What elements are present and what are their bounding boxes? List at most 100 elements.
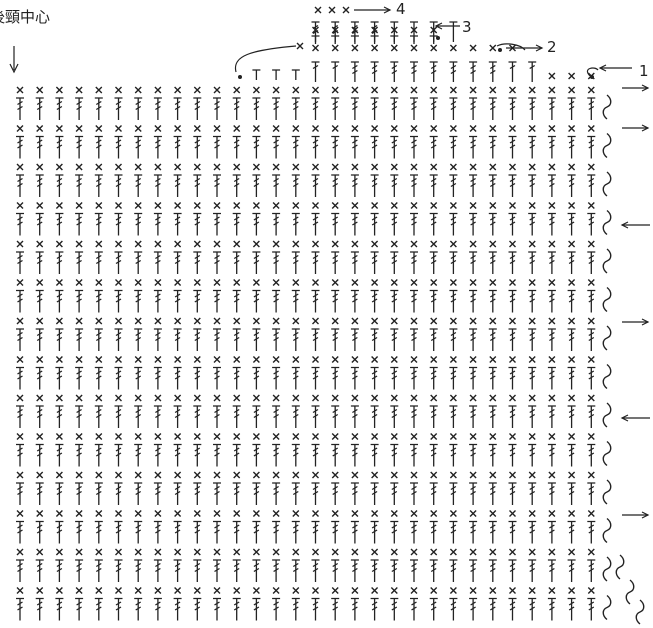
- sc-stitch: [390, 587, 398, 594]
- sc-stitch: [213, 394, 221, 402]
- dc-stitch: [567, 212, 576, 236]
- sc-stitch: [312, 356, 319, 363]
- sc-stitch: [55, 587, 63, 594]
- sc-stitch: [371, 44, 379, 52]
- dc-stitch: [272, 289, 281, 313]
- dc-stitch: [370, 597, 379, 621]
- sc-stitch: [292, 317, 300, 325]
- dc-stitch: [429, 61, 438, 82]
- dc-stitch: [252, 405, 261, 428]
- sc-stitch: [55, 356, 63, 363]
- sc-stitch: [16, 279, 24, 286]
- dc-stitch: [508, 328, 517, 351]
- sc-stitch: [331, 44, 339, 52]
- dc-stitch: [508, 97, 517, 120]
- sc-stitch: [449, 510, 457, 517]
- dc-stitch: [449, 174, 458, 197]
- sc-stitch: [292, 433, 300, 440]
- dc-stitch: [232, 520, 241, 544]
- dc-stitch: [272, 135, 281, 159]
- dc-stitch: [35, 443, 44, 467]
- sc-stitch: [430, 86, 438, 94]
- dc-stitch: [547, 405, 556, 428]
- dc-stitch: [94, 328, 103, 351]
- sc-stitch: [55, 202, 63, 209]
- sc-stitch: [351, 510, 359, 517]
- row-arrow-head: [641, 511, 650, 519]
- sc-stitch: [312, 202, 319, 209]
- dc-stitch: [153, 289, 162, 313]
- chain-loop: [602, 556, 612, 582]
- sc-stitch: [410, 548, 418, 556]
- sc-stitch: [351, 163, 359, 171]
- dc-stitch: [193, 212, 202, 236]
- sc-stitch: [509, 433, 516, 440]
- sc-stitch: [568, 279, 576, 286]
- sc-stitch: [115, 86, 122, 94]
- dc-stitch: [469, 251, 478, 274]
- sc-stitch: [410, 587, 418, 594]
- dc-stitch: [193, 520, 202, 544]
- sc-stitch: [95, 240, 103, 248]
- sc-stitch: [509, 202, 516, 209]
- sc-stitch: [134, 163, 142, 171]
- dc-stitch: [252, 366, 261, 390]
- dc-stitch: [331, 174, 340, 197]
- sc-stitch: [193, 125, 201, 132]
- sc-stitch: [115, 510, 122, 517]
- sc-stitch: [292, 356, 300, 363]
- dc-stitch: [272, 328, 281, 351]
- sc-stitch: [390, 44, 398, 52]
- sc-stitch: [36, 202, 44, 209]
- sc-stitch: [193, 548, 201, 556]
- sc-stitch: [430, 356, 438, 363]
- dc-stitch: [488, 97, 497, 120]
- dc-stitch: [370, 366, 379, 390]
- dc-stitch: [587, 97, 596, 120]
- sc-stitch: [449, 548, 457, 556]
- sc-stitch: [469, 279, 477, 286]
- sc-stitch: [390, 471, 398, 479]
- sc-stitch: [390, 510, 398, 517]
- sc-stitch: [410, 394, 418, 402]
- sc-stitch: [587, 356, 595, 363]
- dc-stitch: [350, 61, 359, 82]
- sc-stitch: [371, 125, 379, 132]
- dc-stitch: [429, 405, 438, 428]
- dc-stitch: [173, 289, 182, 313]
- dc-stitch: [153, 328, 162, 351]
- sc-stitch: [449, 240, 457, 248]
- sc-stitch: [489, 548, 497, 556]
- sc-stitch: [252, 240, 260, 248]
- sc-stitch: [95, 433, 103, 440]
- dc-stitch: [35, 289, 44, 313]
- dc-stitch: [311, 251, 320, 274]
- dc-stitch: [134, 212, 143, 236]
- dc-stitch: [429, 366, 438, 390]
- dc-stitch: [410, 135, 418, 159]
- sc-stitch: [449, 44, 457, 52]
- dc-stitch: [469, 135, 478, 159]
- sc-stitch: [587, 317, 595, 325]
- sc-stitch: [548, 548, 556, 556]
- dc-stitch: [35, 251, 44, 274]
- dc-stitch: [449, 328, 458, 351]
- sc-stitch: [16, 202, 24, 209]
- sc-stitch: [174, 86, 182, 94]
- sc-stitch: [449, 317, 457, 325]
- dc-stitch: [508, 482, 517, 505]
- sc-stitch: [55, 125, 63, 132]
- dc-stitch: [94, 212, 103, 236]
- dc-stitch: [272, 520, 281, 544]
- sc-stitch: [410, 125, 418, 132]
- dc-stitch: [193, 97, 202, 120]
- dc-stitch: [94, 174, 103, 197]
- sc-stitch: [489, 433, 497, 440]
- sc-stitch: [469, 86, 477, 94]
- dc-stitch: [508, 443, 517, 467]
- sc-stitch: [252, 202, 260, 209]
- dc-stitch: [173, 135, 182, 159]
- sc-stitch: [252, 279, 260, 286]
- dc-stitch: [370, 212, 379, 236]
- sc-stitch: [75, 356, 83, 363]
